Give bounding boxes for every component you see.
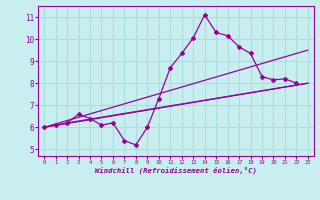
X-axis label: Windchill (Refroidissement éolien,°C): Windchill (Refroidissement éolien,°C) [95, 167, 257, 174]
